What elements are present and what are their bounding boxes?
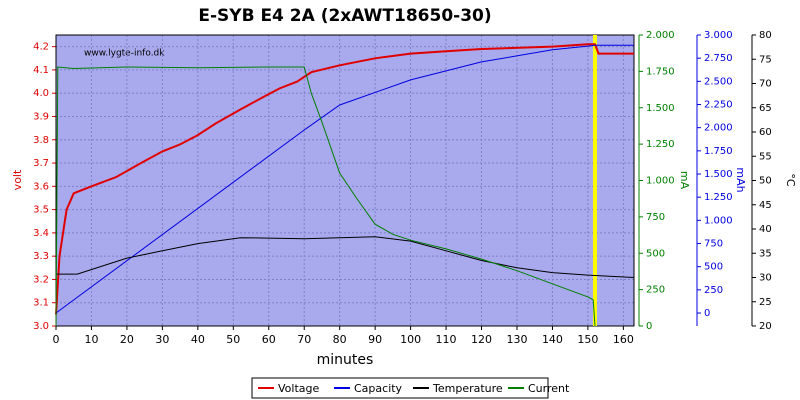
x-tick-label: 20 <box>120 333 134 346</box>
y4-tick-label: 35 <box>759 248 772 259</box>
legend-label: Capacity <box>354 382 403 395</box>
y4-tick-label: 65 <box>759 103 772 114</box>
y4-tick-label: 40 <box>759 224 772 235</box>
y-tick-label: 3.5 <box>33 205 49 216</box>
x-tick-label: 100 <box>400 333 421 346</box>
y2-tick-label: 1.000 <box>646 176 675 187</box>
x-axis-label: minutes <box>317 352 374 368</box>
y2-axis-label: mA <box>678 171 691 190</box>
y4-axis-label: °C <box>784 173 797 187</box>
x-tick-label: 150 <box>577 333 598 346</box>
y2-tick-label: 1.750 <box>646 66 675 77</box>
y2-tick-label: 2.000 <box>646 30 675 41</box>
y4-tick-label: 70 <box>759 79 772 90</box>
y4-tick-label: 25 <box>759 297 772 308</box>
y-axis-label: volt <box>11 169 24 190</box>
y3-axis-label: mAh <box>734 167 747 192</box>
legend-label: Temperature <box>432 382 503 395</box>
y-tick-label: 4.1 <box>33 65 49 76</box>
y4-tick-label: 45 <box>759 200 772 211</box>
y2-tick-label: 1.250 <box>646 139 675 150</box>
x-tick-label: 60 <box>262 333 276 346</box>
y-tick-label: 3.7 <box>33 158 49 169</box>
chart-title: E-SYB E4 2A (2xAWT18650-30) <box>198 6 491 26</box>
y-tick-label: 3.3 <box>33 251 49 262</box>
y-tick-label: 3.9 <box>33 111 49 122</box>
series-line <box>55 66 596 327</box>
y3-tick-label: 2.750 <box>704 53 733 64</box>
y3-tick-label: 2.250 <box>704 100 733 111</box>
y3-tick-label: 500 <box>704 262 723 273</box>
series-line <box>55 43 634 315</box>
y-tick-label: 3.1 <box>33 298 49 309</box>
series-line <box>55 44 634 314</box>
y3-tick-label: 2.500 <box>704 76 733 87</box>
y-tick-label: 3.4 <box>33 228 49 239</box>
y3-tick-label: 1.000 <box>704 215 733 226</box>
y-tick-label: 3.0 <box>33 321 49 332</box>
plot-border <box>55 34 635 327</box>
y4-tick-label: 60 <box>759 127 772 138</box>
x-tick-label: 120 <box>471 333 492 346</box>
x-tick-label: 80 <box>333 333 347 346</box>
x-tick-label: 10 <box>84 333 98 346</box>
y3-tick-label: 0 <box>704 308 710 319</box>
y3-tick-label: 750 <box>704 239 723 250</box>
x-tick-label: 50 <box>226 333 240 346</box>
legend-label: Current <box>528 382 570 395</box>
series-line <box>56 236 635 278</box>
y-tick-label: 3.8 <box>33 135 49 146</box>
y3-tick-label: 1.750 <box>704 146 733 157</box>
watermark: www.lygte-info.dk <box>84 49 165 59</box>
y3-tick-label: 1.250 <box>704 192 733 203</box>
y3-tick-label: 3.000 <box>704 30 733 41</box>
y-tick-label: 4.2 <box>33 42 49 53</box>
x-tick-label: 140 <box>542 333 563 346</box>
x-tick-label: 110 <box>436 333 457 346</box>
y-tick-label: 3.6 <box>33 181 49 192</box>
x-tick-label: 40 <box>191 333 205 346</box>
x-tick-label: 70 <box>297 333 311 346</box>
y3-tick-label: 250 <box>704 285 723 296</box>
y4-tick-label: 80 <box>759 30 772 41</box>
y2-tick-label: 0 <box>646 321 652 332</box>
y3-tick-label: 2.000 <box>704 123 733 134</box>
legend-label: Voltage <box>278 382 319 395</box>
y2-tick-label: 750 <box>646 212 665 223</box>
y4-tick-label: 55 <box>759 151 772 162</box>
y2-tick-label: 1.500 <box>646 103 675 114</box>
y4-tick-label: 75 <box>759 54 772 65</box>
y2-tick-label: 500 <box>646 248 665 259</box>
y4-tick-label: 50 <box>759 176 772 187</box>
y2-tick-label: 250 <box>646 285 665 296</box>
y4-tick-label: 30 <box>759 273 772 284</box>
y-tick-label: 4.0 <box>33 88 49 99</box>
x-tick-label: 160 <box>613 333 634 346</box>
y-tick-label: 3.2 <box>33 274 49 285</box>
x-tick-label: 30 <box>155 333 169 346</box>
y4-tick-label: 20 <box>759 321 772 332</box>
x-tick-label: 0 <box>53 333 60 346</box>
x-tick-label: 90 <box>368 333 382 346</box>
x-tick-label: 130 <box>506 333 527 346</box>
y3-tick-label: 1.500 <box>704 169 733 180</box>
legend <box>251 377 549 399</box>
